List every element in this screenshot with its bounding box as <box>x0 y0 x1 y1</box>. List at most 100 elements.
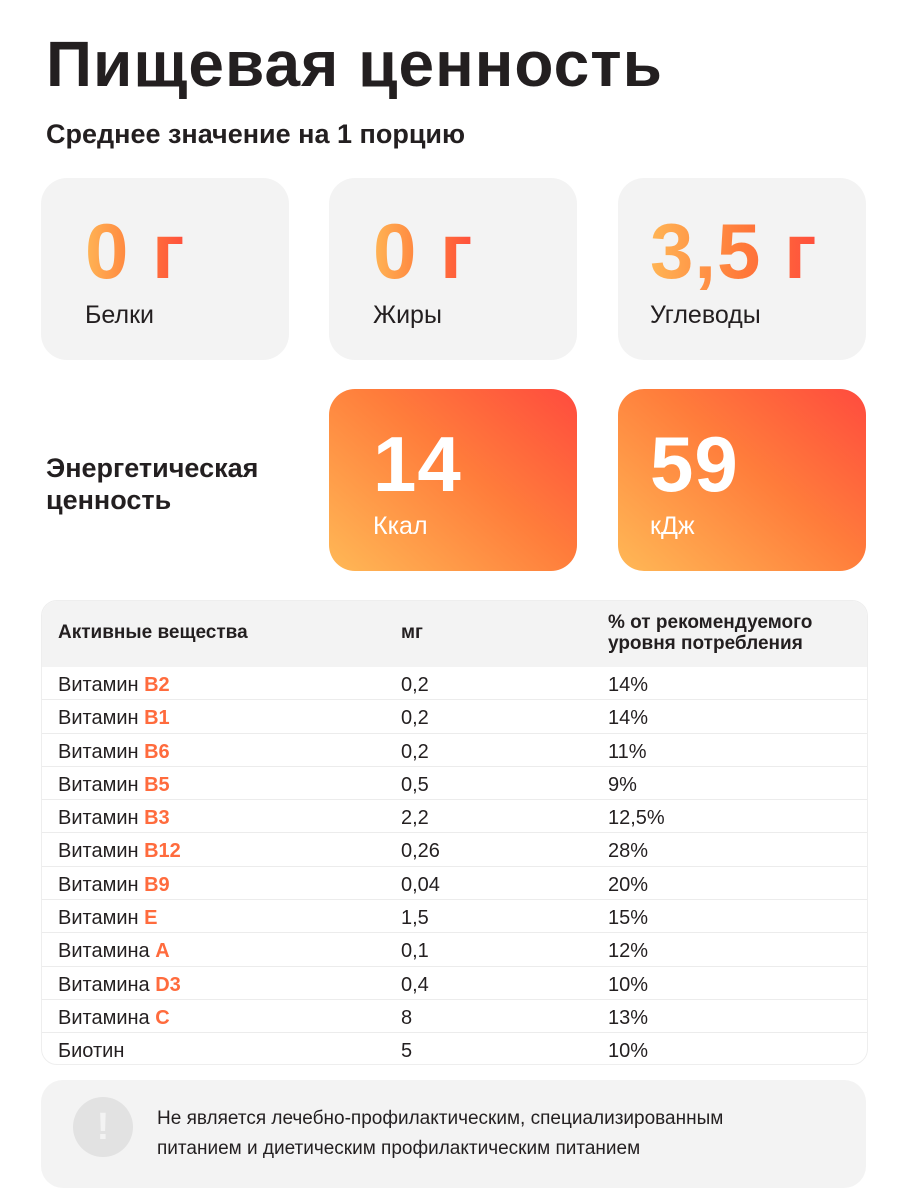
nutrient-percent: 12,5% <box>608 807 665 830</box>
macro-value: 0 г <box>373 207 474 295</box>
nutrient-mg: 0,26 <box>401 840 440 863</box>
nutrient-prefix: Витамин <box>58 840 145 863</box>
table-row: Биотин 5 10% <box>42 1033 867 1064</box>
nutrient-prefix: Витамина <box>58 940 156 963</box>
nutrient-code: C <box>155 1006 170 1029</box>
header-percent: % от рекомендуемого уровня потребления <box>608 612 858 654</box>
nutrient-code: B9 <box>144 873 170 896</box>
macro-value: 3,5 г <box>650 207 818 295</box>
macro-label: Белки <box>85 301 154 329</box>
table-row: Витамина A 0,1 12% <box>42 933 867 967</box>
nutrient-percent: 9% <box>608 773 637 796</box>
nutrient-name: Витамина C <box>58 1002 170 1034</box>
nutrient-code: B2 <box>144 674 170 696</box>
nutrient-prefix: Витамин <box>58 807 145 830</box>
nutrient-percent: 15% <box>608 907 649 930</box>
nutrient-name: Витамин B12 <box>58 835 181 867</box>
energy-label-line2: ценность <box>46 485 172 515</box>
nutrient-name: Витамин B6 <box>58 736 170 768</box>
macro-label: Углеводы <box>650 301 761 329</box>
table-row: Витамин B9 0,04 20% <box>42 867 867 901</box>
macro-label: Жиры <box>373 301 442 329</box>
energy-kcal-unit: Ккал <box>373 512 428 540</box>
nutrient-mg: 0,04 <box>401 873 440 896</box>
nutrient-mg: 2,2 <box>401 807 429 830</box>
nutrient-code: B5 <box>144 773 170 796</box>
nutrient-mg: 0,2 <box>401 707 429 730</box>
table-row: Витамин E 1,5 15% <box>42 900 867 934</box>
nutrient-name: Витамин B9 <box>58 869 170 901</box>
header-substance: Активные вещества <box>58 622 248 643</box>
nutrient-prefix: Биотин <box>58 1040 125 1063</box>
energy-label-line1: Энергетическая <box>46 453 259 483</box>
nutrient-code: B6 <box>144 740 170 763</box>
nutrient-name: Витамин B3 <box>58 802 170 834</box>
page-title: Пищевая ценность <box>46 28 663 100</box>
nutrient-mg: 0,2 <box>401 674 429 696</box>
nutrient-percent: 12% <box>608 940 649 963</box>
disclaimer-line1: Не является лечебно-профилактическим, сп… <box>157 1108 724 1129</box>
header-percent-line1: % от рекомендуемого <box>608 612 813 633</box>
nutrient-mg: 0,2 <box>401 740 429 763</box>
nutrient-mg: 8 <box>401 1006 413 1029</box>
nutrient-mg: 0,5 <box>401 773 429 796</box>
nutrient-percent: 11% <box>608 740 647 763</box>
nutrient-prefix: Витамин <box>58 740 145 763</box>
nutrient-code: A <box>155 940 170 963</box>
disclaimer-line2: питанием и диетическим профилактическим … <box>157 1138 641 1159</box>
nutrient-percent: 13% <box>608 1006 649 1029</box>
nutrient-code: E <box>144 907 158 930</box>
macro-card-carbs: 3,5 г Углеводы <box>618 178 866 360</box>
energy-label: Энергетическая ценность <box>46 452 258 516</box>
energy-card-kj: 59 кДж <box>618 389 866 571</box>
nutrient-name: Витамина D3 <box>58 969 181 1001</box>
nutrient-prefix: Витамин <box>58 707 145 730</box>
header-mg: мг <box>401 622 423 643</box>
nutrient-percent: 14% <box>608 674 649 696</box>
nutrient-percent: 20% <box>608 873 649 896</box>
energy-card-kcal: 14 Ккал <box>329 389 577 571</box>
macro-card-protein: 0 г Белки <box>41 178 289 360</box>
nutrient-mg: 0,4 <box>401 973 429 996</box>
energy-kcal-value: 14 <box>373 420 462 508</box>
nutrient-prefix: Витамина <box>58 973 156 996</box>
macro-card-fat: 0 г Жиры <box>329 178 577 360</box>
nutrient-prefix: Витамин <box>58 873 145 896</box>
table-row: Витамин B5 0,5 9% <box>42 767 867 801</box>
macro-value: 0 г <box>85 207 186 295</box>
nutrient-mg: 0,1 <box>401 940 429 963</box>
nutrient-prefix: Витамин <box>58 907 145 930</box>
energy-kj-value: 59 <box>650 420 739 508</box>
nutrient-name: Биотин <box>58 1035 125 1064</box>
table-row: Витамин B2 0,2 14% <box>42 667 867 701</box>
nutrient-prefix: Витамин <box>58 773 145 796</box>
table-row: Витамина C 8 13% <box>42 1000 867 1034</box>
nutrient-code: B12 <box>144 840 181 863</box>
nutrient-code: B1 <box>144 707 170 730</box>
disclaimer-note: ! Не является лечебно-профилактическим, … <box>41 1080 866 1188</box>
nutrient-percent: 14% <box>608 707 649 730</box>
nutrient-prefix: Витамин <box>58 674 145 696</box>
nutrient-code: D3 <box>155 973 181 996</box>
nutrient-percent: 10% <box>608 1040 649 1063</box>
nutrient-name: Витамин E <box>58 902 157 934</box>
table-body: Витамин B2 0,2 14% Витамин B1 0,2 14% Витами… <box>42 667 867 1064</box>
nutrient-name: Витамина A <box>58 935 170 967</box>
energy-kj-unit: кДж <box>650 512 695 540</box>
nutrient-name: Витамин B1 <box>58 702 170 734</box>
page-subtitle: Среднее значение на 1 порцию <box>46 119 466 149</box>
table-row: Витамин B1 0,2 14% <box>42 700 867 734</box>
nutrient-code: B3 <box>144 807 170 830</box>
nutrient-percent: 10% <box>608 973 649 996</box>
nutrient-mg: 5 <box>401 1040 413 1063</box>
nutrient-name: Витамин B2 <box>58 669 170 701</box>
disclaimer-text: Не является лечебно-профилактическим, сп… <box>157 1104 847 1164</box>
nutrient-mg: 1,5 <box>401 907 429 930</box>
nutrient-name: Витамин B5 <box>58 769 170 801</box>
header-percent-line2: уровня потребления <box>608 633 803 654</box>
table-row: Витамин B12 0,26 28% <box>42 833 867 867</box>
nutrients-table: Активные вещества мг % от рекомендуемого… <box>41 600 868 1065</box>
table-row: Витамин B3 2,2 12,5% <box>42 800 867 834</box>
nutrient-percent: 28% <box>608 840 649 863</box>
table-row: Витамина D3 0,4 10% <box>42 967 867 1000</box>
